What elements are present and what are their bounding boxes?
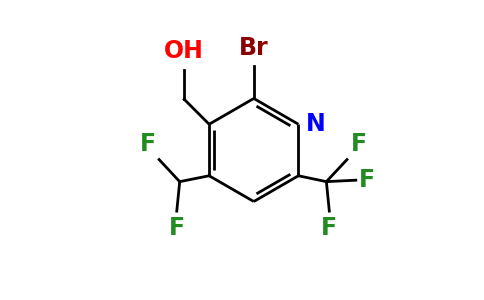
Text: F: F <box>350 132 367 156</box>
Text: F: F <box>169 216 185 240</box>
Text: Br: Br <box>239 36 269 60</box>
Text: N: N <box>306 112 326 136</box>
Text: F: F <box>359 168 376 192</box>
Text: F: F <box>139 132 155 156</box>
Text: OH: OH <box>164 39 204 63</box>
Text: F: F <box>321 216 337 240</box>
